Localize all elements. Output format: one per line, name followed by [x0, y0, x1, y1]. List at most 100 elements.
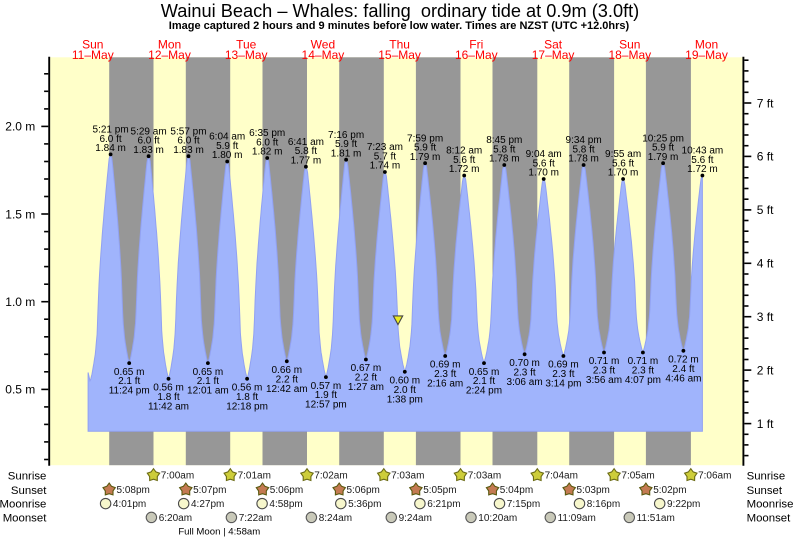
- svg-text:5:05pm: 5:05pm: [423, 485, 456, 496]
- svg-text:1.74 m: 1.74 m: [370, 161, 401, 172]
- svg-text:8:24am: 8:24am: [319, 513, 352, 524]
- svg-text:5:57 pm: 5:57 pm: [170, 126, 206, 137]
- svg-text:7 ft: 7 ft: [757, 96, 774, 110]
- svg-text:2.1 ft: 2.1 ft: [197, 376, 219, 387]
- svg-text:12:42 am: 12:42 am: [266, 384, 308, 395]
- svg-text:16–May: 16–May: [455, 48, 498, 62]
- svg-text:12–May: 12–May: [148, 48, 191, 62]
- svg-text:Sat: Sat: [544, 37, 563, 51]
- svg-text:14–May: 14–May: [302, 48, 345, 62]
- svg-text:1.9 ft: 1.9 ft: [315, 390, 337, 401]
- svg-text:7:04am: 7:04am: [545, 471, 578, 482]
- svg-text:7:01am: 7:01am: [238, 471, 271, 482]
- svg-text:Fri: Fri: [469, 37, 483, 51]
- svg-text:15–May: 15–May: [378, 48, 421, 62]
- svg-text:1.78 m: 1.78 m: [568, 154, 599, 165]
- svg-text:5.6 ft: 5.6 ft: [453, 155, 475, 166]
- svg-text:1.8 ft: 1.8 ft: [157, 392, 179, 403]
- svg-text:2.3 ft: 2.3 ft: [632, 366, 654, 377]
- svg-text:0.56 m: 0.56 m: [153, 383, 184, 394]
- svg-text:2.0 ft: 2.0 ft: [394, 385, 416, 396]
- svg-text:17–May: 17–May: [532, 48, 575, 62]
- svg-text:Mon: Mon: [158, 37, 181, 51]
- svg-text:1.8 ft: 1.8 ft: [236, 392, 258, 403]
- svg-text:0.56 m: 0.56 m: [232, 383, 263, 394]
- svg-text:5.9 ft: 5.9 ft: [216, 141, 238, 152]
- svg-text:0.69 m: 0.69 m: [548, 360, 579, 371]
- svg-text:2.2 ft: 2.2 ft: [276, 374, 298, 385]
- svg-text:Image captured 2 hours and 9 m: Image captured 2 hours and 9 minutes bef…: [169, 20, 630, 32]
- svg-text:0.71 m: 0.71 m: [589, 356, 620, 367]
- svg-text:1.83 m: 1.83 m: [173, 145, 204, 156]
- svg-text:7:16 pm: 7:16 pm: [328, 130, 364, 141]
- svg-text:5:07pm: 5:07pm: [193, 485, 226, 496]
- svg-text:10:43 am: 10:43 am: [682, 146, 724, 157]
- svg-text:0.65 m: 0.65 m: [193, 367, 224, 378]
- svg-text:12:57 pm: 12:57 pm: [305, 400, 347, 411]
- svg-text:9:34 pm: 9:34 pm: [566, 135, 602, 146]
- svg-text:7:03am: 7:03am: [391, 471, 424, 482]
- svg-text:Moonset: Moonset: [747, 512, 792, 524]
- svg-text:0.65 m: 0.65 m: [469, 367, 500, 378]
- svg-text:10:25 pm: 10:25 pm: [642, 133, 684, 144]
- svg-text:5.8 ft: 5.8 ft: [493, 144, 515, 155]
- svg-text:6.0 ft: 6.0 ft: [137, 136, 159, 147]
- svg-text:5:04pm: 5:04pm: [500, 485, 533, 496]
- svg-text:6:21pm: 6:21pm: [427, 499, 460, 510]
- svg-text:12:01 am: 12:01 am: [187, 386, 229, 397]
- svg-text:Tue: Tue: [236, 37, 257, 51]
- svg-text:6:41 am: 6:41 am: [288, 137, 324, 148]
- svg-text:7:00am: 7:00am: [161, 471, 194, 482]
- svg-text:5:06pm: 5:06pm: [270, 485, 303, 496]
- svg-text:2:24 pm: 2:24 pm: [466, 386, 502, 397]
- svg-text:2.0 m: 2.0 m: [5, 120, 35, 134]
- svg-text:11:42 am: 11:42 am: [148, 401, 189, 412]
- svg-text:0.67 m: 0.67 m: [351, 363, 382, 374]
- svg-text:2.4 ft: 2.4 ft: [672, 364, 694, 375]
- svg-text:3:56 am: 3:56 am: [586, 375, 622, 386]
- svg-text:4:27pm: 4:27pm: [191, 499, 224, 510]
- svg-text:6 ft: 6 ft: [757, 150, 774, 164]
- svg-text:4:46 am: 4:46 am: [665, 373, 701, 384]
- svg-text:11–May: 11–May: [72, 48, 114, 62]
- svg-text:6.0 ft: 6.0 ft: [99, 134, 121, 145]
- svg-text:5.6 ft: 5.6 ft: [533, 158, 555, 169]
- svg-text:Moonrise: Moonrise: [0, 499, 46, 511]
- svg-text:5:21 pm: 5:21 pm: [93, 125, 129, 136]
- svg-text:1.82 m: 1.82 m: [252, 147, 283, 158]
- svg-text:1.72 m: 1.72 m: [449, 164, 480, 175]
- svg-text:0.70 m: 0.70 m: [509, 358, 540, 369]
- svg-text:11:51am: 11:51am: [637, 513, 675, 524]
- svg-text:1.0 m: 1.0 m: [5, 295, 35, 309]
- svg-text:0.69 m: 0.69 m: [430, 360, 461, 371]
- svg-text:5:36pm: 5:36pm: [348, 499, 381, 510]
- svg-text:2.3 ft: 2.3 ft: [593, 366, 615, 377]
- svg-text:4:58pm: 4:58pm: [269, 499, 302, 510]
- svg-text:7:06am: 7:06am: [698, 471, 731, 482]
- svg-text:Sun: Sun: [619, 37, 640, 51]
- svg-text:7:15pm: 7:15pm: [507, 499, 540, 510]
- svg-text:1.81 m: 1.81 m: [331, 148, 362, 159]
- svg-text:Thu: Thu: [389, 37, 410, 51]
- svg-text:13–May: 13–May: [225, 48, 268, 62]
- svg-text:Full Moon | 4:58am: Full Moon | 4:58am: [178, 526, 260, 537]
- svg-text:5:29 am: 5:29 am: [131, 126, 167, 137]
- svg-text:4:07 pm: 4:07 pm: [625, 375, 661, 386]
- svg-text:0.57 m: 0.57 m: [311, 381, 342, 392]
- svg-text:3:06 am: 3:06 am: [507, 377, 543, 388]
- svg-text:Sunset: Sunset: [11, 485, 47, 497]
- svg-text:7:22am: 7:22am: [239, 513, 272, 524]
- svg-text:4 ft: 4 ft: [757, 257, 774, 271]
- svg-text:5.6 ft: 5.6 ft: [612, 158, 634, 169]
- svg-text:9:24am: 9:24am: [399, 513, 432, 524]
- svg-text:1.78 m: 1.78 m: [489, 154, 520, 165]
- svg-text:5.9 ft: 5.9 ft: [414, 143, 436, 154]
- svg-text:2 ft: 2 ft: [757, 363, 774, 377]
- svg-text:5:08pm: 5:08pm: [117, 485, 150, 496]
- svg-text:11:24 pm: 11:24 pm: [109, 386, 150, 397]
- svg-text:0.60 m: 0.60 m: [390, 376, 421, 387]
- svg-text:3:14 pm: 3:14 pm: [545, 379, 581, 390]
- svg-text:9:22pm: 9:22pm: [667, 499, 700, 510]
- svg-text:2.3 ft: 2.3 ft: [434, 369, 456, 380]
- svg-text:1.84 m: 1.84 m: [95, 143, 126, 154]
